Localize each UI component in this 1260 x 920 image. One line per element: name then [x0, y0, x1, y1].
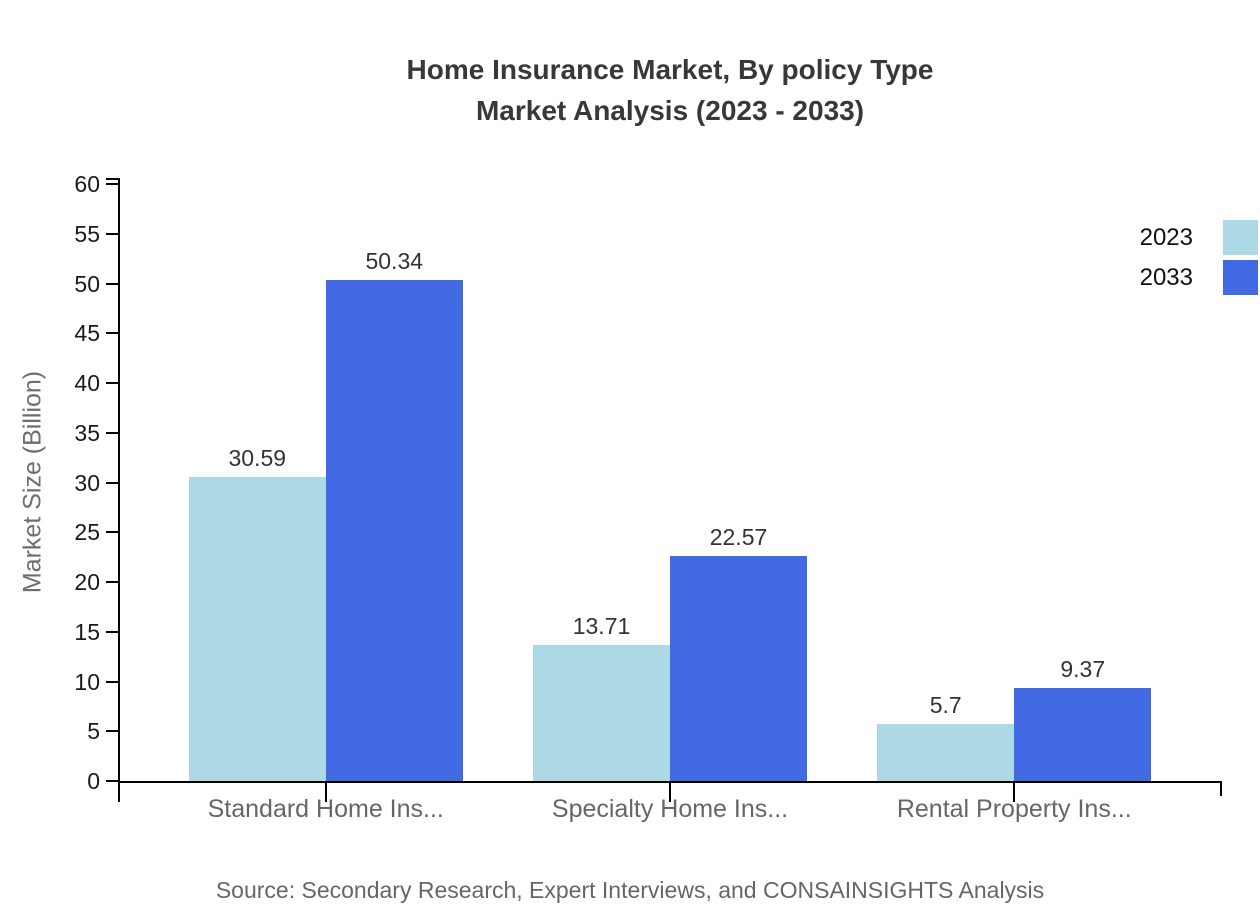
legend-swatch-2033 [1223, 260, 1258, 295]
y-axis-tick-label: 55 [74, 220, 100, 247]
legend-item-2023: 2023 [1140, 220, 1258, 255]
y-axis-tick [106, 680, 118, 683]
y-axis-tick [106, 481, 118, 484]
y-axis-tick-label: 10 [74, 668, 100, 695]
bar-value-label: 22.57 [709, 524, 768, 551]
y-axis-tick [106, 630, 118, 633]
bar-value-label: 13.71 [572, 612, 631, 639]
y-axis-tick-label: 5 [87, 718, 100, 745]
y-axis-tick-label: 60 [74, 171, 100, 197]
category-tick [324, 781, 327, 802]
y-axis-tick-label: 25 [74, 519, 100, 546]
y-axis-tick [106, 232, 118, 235]
y-axis-tick-label: 50 [74, 270, 100, 297]
y-axis-tick [106, 431, 118, 434]
y-axis-tick-label: 45 [74, 320, 100, 347]
legend-label-2033: 2033 [1139, 263, 1193, 291]
y-axis-line [118, 178, 120, 802]
source-note: Source: Secondary Research, Expert Inter… [215, 877, 1045, 903]
y-axis-tick [106, 282, 118, 285]
bar-2023 [533, 644, 670, 781]
legend-label-2023: 2023 [1139, 223, 1193, 251]
bar-2023 [877, 724, 1015, 781]
chart-title: Home Insurance Market, By policy Type Ma… [118, 49, 1222, 131]
bar-2033 [670, 556, 807, 781]
legend-item-2033: 2033 [1140, 260, 1258, 295]
chart-title-line2: Market Analysis (2023 - 2033) [475, 95, 865, 126]
bar-2023 [188, 476, 326, 781]
category-tick [1013, 781, 1016, 802]
category-label: Rental Property Ins... [896, 795, 1132, 823]
bar-value-label: 30.59 [228, 444, 287, 471]
bar-value-label: 50.34 [365, 248, 424, 275]
category-tick [669, 781, 671, 802]
y-axis-tick [106, 581, 118, 583]
y-axis-tick [106, 780, 118, 782]
category-label: Standard Home Ins... [207, 795, 444, 823]
y-axis-tick [106, 531, 118, 534]
y-axis-tick [106, 183, 118, 185]
y-axis-tick-label: 35 [74, 419, 100, 446]
category-label: Specialty Home Ins... [551, 795, 789, 823]
y-axis-tick-label: 0 [87, 768, 100, 794]
bar-2033 [325, 280, 463, 781]
y-axis-tick-label: 20 [74, 569, 100, 595]
y-axis-tick [106, 730, 118, 733]
chart-title-line1: Home Insurance Market, By policy Type [406, 54, 934, 85]
y-axis-tick [106, 332, 118, 335]
x-axis-end-tick [1220, 781, 1222, 796]
y-axis-tick [106, 382, 118, 384]
y-axis-cap-tick [106, 178, 118, 180]
legend-swatch-2023 [1223, 220, 1258, 255]
legend: 2023 2033 [1140, 220, 1258, 295]
y-axis-tick-label: 30 [74, 469, 100, 496]
bar-value-label: 5.7 [929, 692, 962, 719]
y-axis-tick-label: 40 [74, 370, 100, 396]
y-axis-tick-label: 15 [74, 618, 100, 645]
bar-value-label: 9.37 [1060, 655, 1106, 682]
bar-2033 [1014, 687, 1152, 781]
